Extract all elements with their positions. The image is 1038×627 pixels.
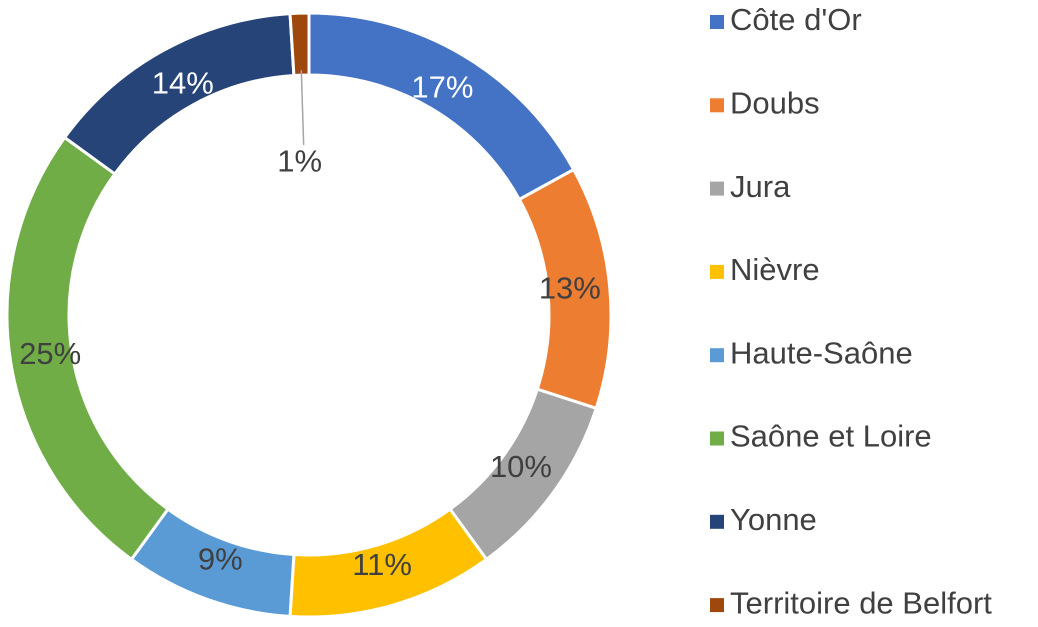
legend-swatch: [710, 431, 724, 446]
donut-slice: [307, 11, 576, 202]
legend-label: Territoire de Belfort: [730, 585, 992, 620]
legend-label: Côte d'Or: [730, 2, 862, 37]
data-label: 10%: [490, 449, 552, 484]
data-label: 9%: [198, 542, 243, 577]
leader-line: [300, 70, 305, 146]
legend-label: Jura: [730, 169, 791, 204]
legend-swatch: [710, 514, 724, 529]
legend-swatch: [710, 348, 724, 363]
legend-label: Nièvre: [730, 252, 820, 287]
legend-swatch: [710, 181, 724, 196]
legend-label: Saône et Loire: [730, 419, 932, 454]
legend-label: Yonne: [730, 502, 817, 537]
data-label: 1%: [277, 143, 322, 178]
legend-label: Doubs: [730, 85, 820, 120]
legend-swatch: [710, 264, 724, 279]
data-label: 13%: [539, 271, 601, 306]
legend-swatch: [710, 598, 724, 613]
data-label: 17%: [411, 70, 473, 105]
donut-slice: [288, 11, 311, 78]
data-label: 25%: [19, 336, 81, 371]
legend-swatch: [710, 98, 724, 113]
data-label: 11%: [352, 547, 412, 582]
legend-swatch: [710, 15, 724, 29]
legend-label: Haute-Saône: [730, 335, 913, 370]
data-label: 14%: [152, 66, 214, 101]
